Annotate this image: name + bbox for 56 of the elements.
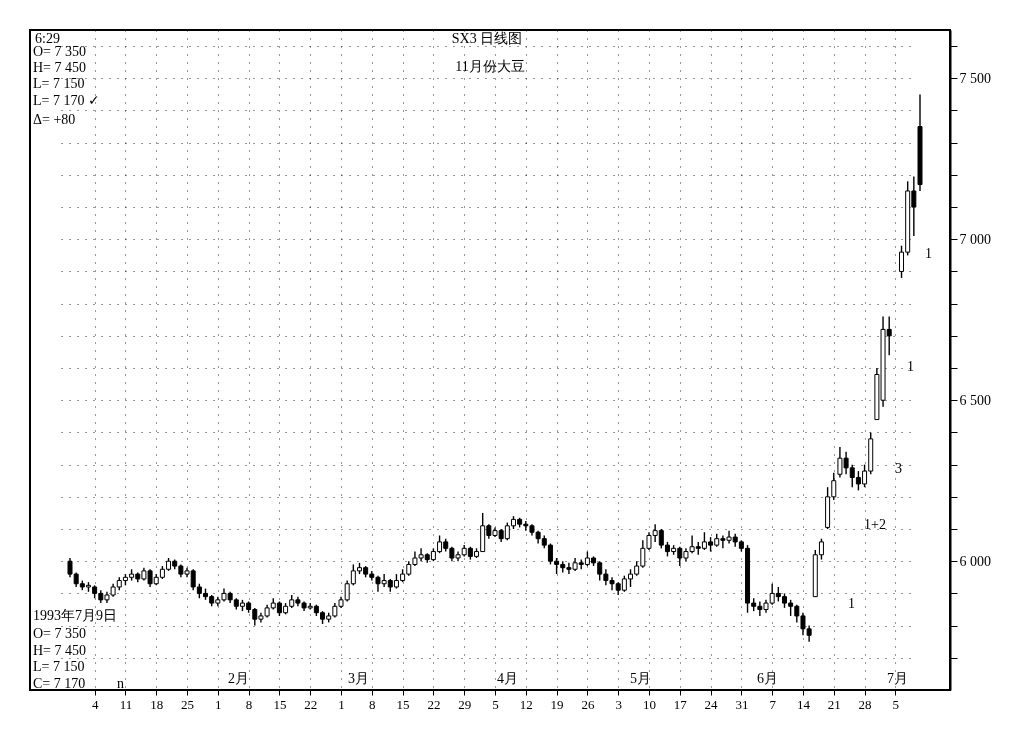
x-tick-label: 14 [796, 696, 811, 712]
annotation: 3月 [348, 671, 369, 686]
x-tick-label: 26 [581, 696, 595, 712]
text: 6:29 [35, 31, 60, 46]
text: 11月份大豆 [455, 59, 525, 74]
x-tick-label: 25 [181, 696, 195, 712]
annotation: 1+2 [864, 517, 886, 532]
annotation: 4月 [497, 671, 518, 686]
x-tick-label: 29 [458, 696, 472, 712]
annotation: O= 7 350 [33, 44, 87, 59]
x-tick-label: 18 [150, 696, 164, 712]
x-tick-label: 8 [245, 696, 253, 712]
x-tick-label: 15 [273, 696, 287, 712]
x-tick-label: 21 [827, 696, 841, 712]
x-tick-label: 5 [892, 696, 900, 712]
x-tick-label: 11 [119, 696, 133, 712]
annotation: 6月 [757, 671, 778, 686]
x-tick-label: 17 [673, 696, 688, 712]
annotation: n [117, 676, 124, 691]
y-tick-label: 7 500 [959, 70, 991, 86]
annotation: H= 7 450 [33, 643, 87, 658]
x-tick-label: 5 [492, 696, 499, 712]
annotation: L= 7 150 [33, 76, 85, 91]
annotation: Δ= +80 [33, 112, 76, 127]
y-tick-label: 6 000 [959, 553, 991, 569]
annotation: 1 [907, 359, 914, 374]
x-tick-label: 8 [369, 696, 376, 712]
annotation: H= 7 450 [33, 60, 87, 75]
chart-subtitle: SX3 日线图 [451, 31, 523, 46]
annotation: 5月 [630, 671, 651, 686]
annotation: C= 7 170 [33, 676, 86, 691]
x-tick-label: 1 [338, 696, 345, 712]
annotation: 7月 [887, 671, 908, 686]
text: 1 [925, 246, 932, 261]
annotation: 1 [848, 596, 855, 611]
x-tick-label: 28 [858, 696, 872, 712]
x-tick-label: 22 [427, 696, 441, 712]
annotation: O= 7 350 [33, 626, 87, 641]
annotation: 3 [895, 461, 902, 476]
x-tick-label: 15 [396, 696, 410, 712]
x-tick-label: 19 [550, 696, 564, 712]
x-tick-label: 12 [519, 696, 533, 712]
y-tick-label: 7 000 [959, 231, 991, 247]
annotation: L= 7 170 ✓ [33, 93, 100, 108]
x-tick-label: 1 [215, 696, 222, 712]
annotation: L= 7 150 [33, 659, 85, 674]
x-tick-label: 7 [769, 696, 777, 712]
x-tick-label: 22 [304, 696, 318, 712]
x-tick-label: 3 [615, 696, 622, 712]
annotation: 1993年7月9日 [33, 608, 117, 623]
x-tick-label: 4 [91, 696, 99, 712]
annotation: 2月 [228, 671, 249, 686]
x-tick-label: 24 [704, 696, 719, 712]
y-tick-label: 6 500 [959, 392, 991, 408]
x-tick-label: 10 [642, 696, 656, 712]
x-tick-label: 31 [735, 696, 749, 712]
